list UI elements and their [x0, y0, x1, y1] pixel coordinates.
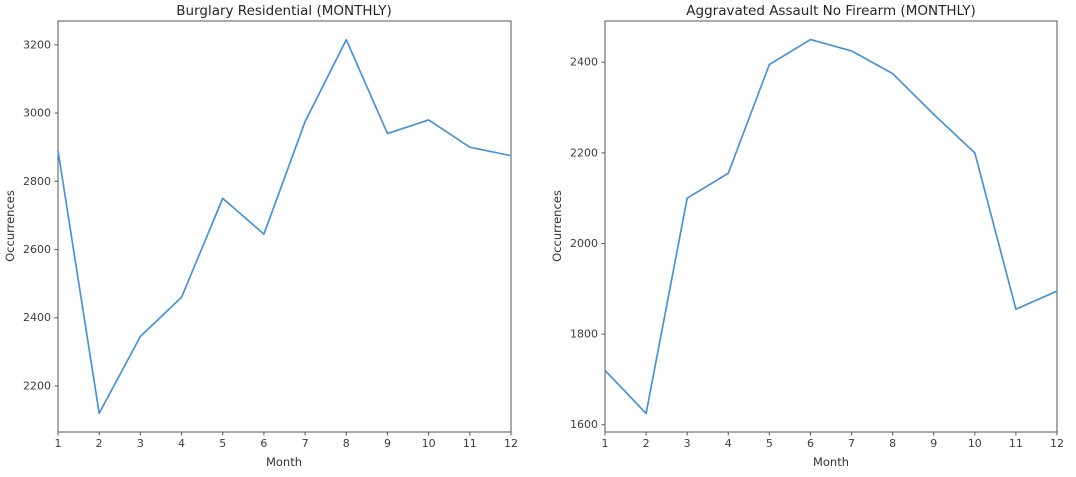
y-tick-label: 2000	[570, 237, 598, 250]
x-tick-label: 5	[219, 437, 226, 450]
x-tick-label: 12	[504, 437, 518, 450]
chart-title: Burglary Residential (MONTHLY)	[176, 3, 392, 19]
x-tick-label: 11	[463, 437, 477, 450]
x-tick-label: 8	[889, 437, 896, 450]
x-tick-label: 12	[1050, 437, 1064, 450]
y-tick-label: 2400	[23, 311, 51, 324]
chart-title: Aggravated Assault No Firearm (MONTHLY)	[686, 3, 975, 19]
x-tick-label: 8	[343, 437, 350, 450]
x-tick-label: 11	[1009, 437, 1023, 450]
x-axis-label: Month	[266, 455, 302, 469]
x-tick-label: 3	[137, 437, 144, 450]
data-line	[57, 38, 512, 415]
y-tick-label: 2400	[570, 56, 598, 69]
chart-panel-burglary-residential: Burglary Residential (MONTHLY) Month Occ…	[3, 3, 518, 469]
x-tick-label: 3	[684, 437, 691, 450]
y-axis-label: Occurrences	[3, 190, 17, 262]
x-tick-label: 4	[725, 437, 732, 450]
x-tick-label: 1	[55, 437, 62, 450]
axes-frame	[57, 20, 512, 433]
x-tick-label: 9	[930, 437, 937, 450]
x-tick-label: 6	[260, 437, 267, 450]
y-tick-label: 1600	[570, 418, 598, 431]
y-tick-label: 3200	[23, 38, 51, 51]
x-tick-label: 7	[302, 437, 309, 450]
x-tick-label: 5	[766, 437, 773, 450]
y-tick-label: 3000	[23, 107, 51, 120]
x-axis-label: Month	[813, 455, 849, 469]
x-tick-label: 2	[96, 437, 103, 450]
x-tick-label: 7	[848, 437, 855, 450]
x-tick-label: 9	[384, 437, 391, 450]
x-tick-label: 1	[602, 437, 609, 450]
y-tick-label: 2200	[570, 146, 598, 159]
y-tick-label: 2800	[23, 175, 51, 188]
x-tick-label: 4	[178, 437, 185, 450]
data-line	[604, 38, 1058, 415]
chart-panel-aggravated-assault: Aggravated Assault No Firearm (MONTHLY) …	[538, 0, 1076, 477]
x-tick-label: 6	[807, 437, 814, 450]
x-tick-label: 10	[968, 437, 982, 450]
axes-frame	[604, 20, 1058, 433]
line-chart-aggravated-assault: Aggravated Assault No Firearm (MONTHLY) …	[550, 3, 1064, 469]
x-tick-label: 2	[643, 437, 650, 450]
y-tick-label: 2600	[23, 243, 51, 256]
y-axis-label: Occurrences	[550, 190, 564, 262]
line-chart-burglary-residential: Burglary Residential (MONTHLY) Month Occ…	[3, 3, 518, 469]
y-tick-label: 2200	[23, 379, 51, 392]
x-tick-label: 10	[422, 437, 436, 450]
y-tick-label: 1800	[570, 328, 598, 341]
